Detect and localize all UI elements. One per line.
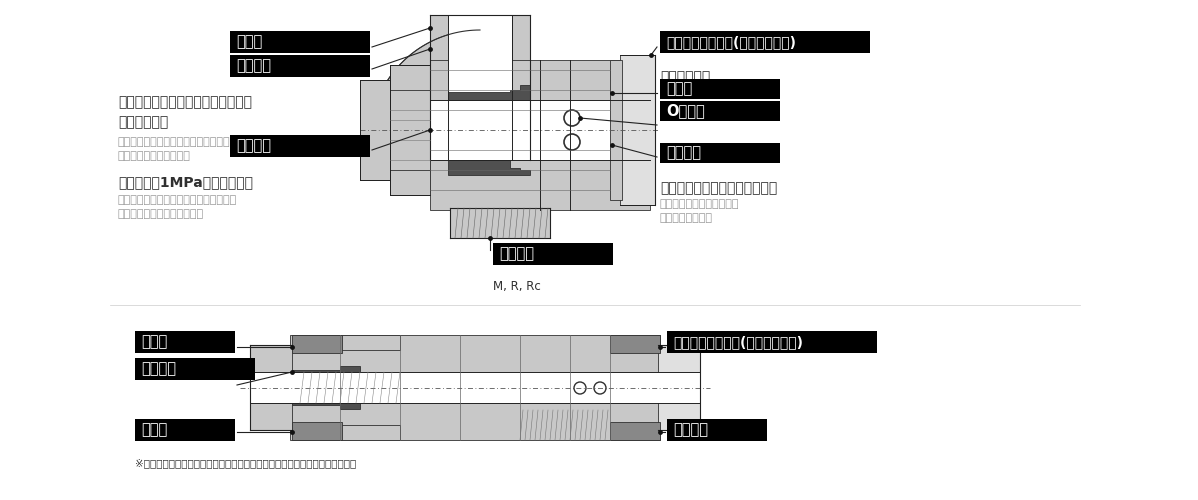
Text: ボディ: ボディ (141, 422, 168, 438)
Bar (660, 31, 870, 53)
Bar (610, 422, 660, 440)
Bar (230, 135, 370, 157)
Bar (230, 55, 370, 77)
Text: 低真空から1MPaまで使用可能: 低真空から1MPaまで使用可能 (117, 175, 253, 189)
Text: リリースプッシュ(ライトグレー): リリースプッシュ(ライトグレー) (673, 335, 803, 349)
Polygon shape (448, 160, 530, 175)
Text: 位置決めが可能。: 位置決めが可能。 (660, 213, 713, 223)
Bar (430, 100, 651, 160)
Bar (450, 208, 550, 238)
Polygon shape (370, 30, 480, 140)
Bar (430, 15, 448, 160)
Bar (250, 372, 700, 403)
Text: パッキン: パッキン (673, 422, 708, 438)
Text: チャックにより確実な営い付きを行い、: チャックにより確実な営い付きを行い、 (117, 137, 237, 147)
Text: リリースプッシュ(ライトグレー): リリースプッシュ(ライトグレー) (666, 35, 795, 49)
Text: ボディとねじ部が回転し、: ボディとねじ部が回転し、 (660, 199, 739, 209)
Polygon shape (292, 403, 361, 409)
Text: 営い込むのを防止。: 営い込むのを防止。 (660, 102, 720, 112)
Bar (391, 65, 430, 195)
Bar (340, 335, 400, 350)
Polygon shape (292, 366, 361, 372)
Bar (667, 331, 877, 353)
Text: 接続ねじ: 接続ねじ (500, 246, 534, 262)
Bar (391, 90, 430, 170)
Text: Oリング: Oリング (666, 104, 704, 118)
Text: 大きな保持力: 大きな保持力 (117, 115, 168, 129)
Bar (494, 243, 613, 265)
Polygon shape (448, 85, 530, 100)
Text: 特殊形状により、確実なシールおよび、: 特殊形状により、確実なシールおよび、 (117, 195, 237, 205)
Text: スタッド: スタッド (666, 146, 701, 160)
Bar (660, 143, 780, 163)
Bar (135, 419, 235, 441)
Bar (512, 15, 530, 160)
Text: チャックがチャーブへ必要以上に: チャックがチャーブへ必要以上に (660, 88, 760, 98)
Bar (340, 425, 400, 440)
Bar (135, 331, 235, 353)
Text: ボディ: ボディ (666, 82, 692, 96)
Bar (290, 335, 660, 440)
Bar (660, 79, 780, 99)
Polygon shape (430, 15, 530, 160)
Text: ナイロンにもウレタンにも使用可能: ナイロンにもウレタンにも使用可能 (117, 95, 252, 109)
Text: ガイド: ガイド (236, 34, 262, 50)
Text: 狭いスペースでの配管に効果的: 狭いスペースでの配管に効果的 (660, 181, 778, 195)
Bar (292, 335, 341, 353)
Bar (658, 345, 700, 430)
Bar (135, 358, 255, 380)
Bar (230, 31, 370, 53)
Text: ガイド: ガイド (141, 334, 168, 349)
Text: パッキン: パッキン (236, 138, 271, 154)
Bar (292, 422, 341, 440)
Bar (610, 335, 660, 353)
Text: 軽い取外し力: 軽い取外し力 (660, 70, 710, 84)
Bar (660, 101, 780, 121)
Text: M, R, Rc: M, R, Rc (494, 280, 540, 293)
Bar (621, 55, 655, 205)
Text: チャック: チャック (236, 58, 271, 74)
Bar (448, 15, 512, 160)
Bar (250, 345, 292, 430)
Bar (667, 419, 767, 441)
Text: チャック: チャック (141, 362, 176, 376)
Text: チャーブ保持力を増大。: チャーブ保持力を増大。 (117, 151, 190, 161)
Bar (430, 60, 651, 210)
Text: チャーブ挿入時の抵抗が小。: チャーブ挿入時の抵抗が小。 (117, 209, 204, 219)
Bar (361, 80, 391, 180)
Text: ※ねじ部がなくボディ材質が樹脂のみの製品は全て銅系不可仕様となります。: ※ねじ部がなくボディ材質が樹脂のみの製品は全て銅系不可仕様となります。 (135, 458, 356, 468)
Bar (610, 60, 622, 200)
